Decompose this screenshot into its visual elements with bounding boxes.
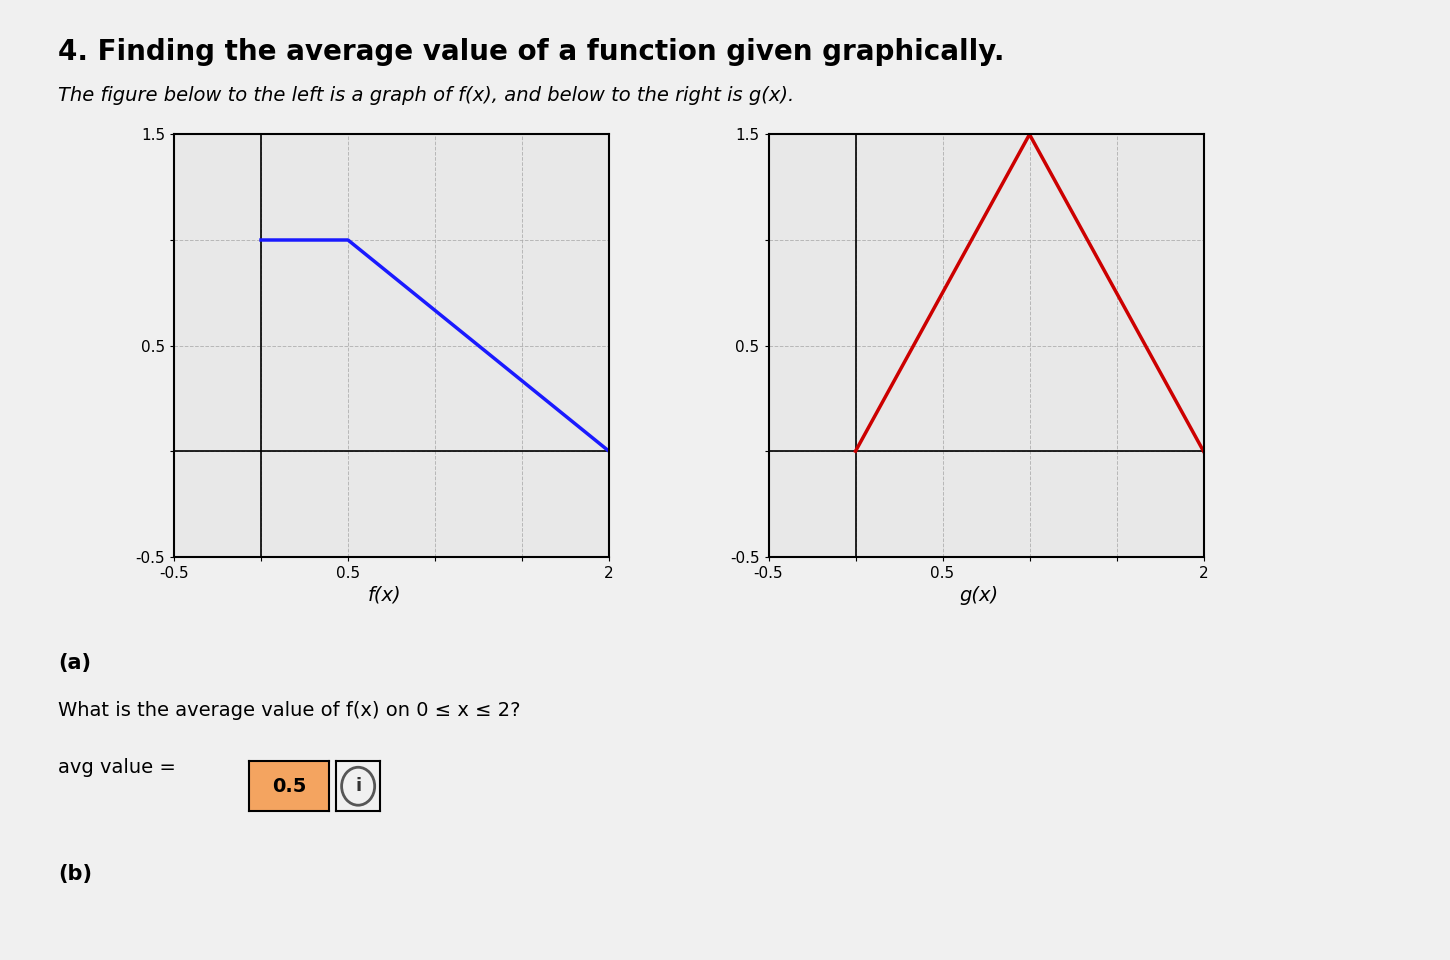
Text: f(x): f(x) bbox=[367, 586, 402, 605]
Text: avg value =: avg value = bbox=[58, 758, 183, 778]
Text: The figure below to the left is a graph of f(x), and below to the right is g(x).: The figure below to the left is a graph … bbox=[58, 86, 795, 106]
Text: (b): (b) bbox=[58, 864, 91, 884]
Text: What is the average value of f(x) on 0 ≤ x ≤ 2?: What is the average value of f(x) on 0 ≤… bbox=[58, 701, 521, 720]
Text: g(x): g(x) bbox=[960, 586, 998, 605]
Text: 4. Finding the average value of a function given graphically.: 4. Finding the average value of a functi… bbox=[58, 38, 1005, 66]
Text: (a): (a) bbox=[58, 653, 91, 673]
Text: i: i bbox=[355, 778, 361, 795]
Text: 0.5: 0.5 bbox=[273, 777, 306, 796]
